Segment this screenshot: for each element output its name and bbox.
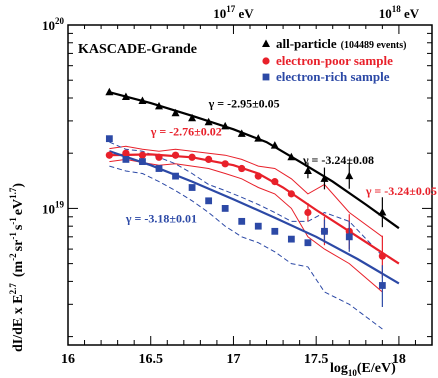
square-point — [304, 239, 312, 247]
x-tick-label: 17 — [226, 352, 240, 367]
x-tick-label: 16.5 — [138, 352, 163, 367]
circle-point — [188, 153, 196, 161]
y-axis-label: dI/dE x E2.7(m-2sr-1s-1eV1.7) — [8, 183, 26, 352]
triangle-point — [320, 174, 329, 182]
square-point — [155, 165, 163, 172]
y-tick-label: 1019 — [42, 199, 65, 216]
circle-point — [221, 160, 229, 168]
triangle-point — [138, 96, 147, 105]
gamma-annotation: γ = -3.24±0.08 — [302, 153, 374, 167]
square-point — [321, 227, 328, 235]
triangle-point — [254, 134, 263, 142]
circle-point — [271, 178, 279, 186]
circle-point — [171, 151, 180, 159]
band-lower-0 — [109, 158, 383, 293]
triangle-point — [303, 166, 312, 174]
square-point — [139, 158, 146, 165]
circle-point — [138, 151, 147, 159]
top-tick-label: 1017 eV — [213, 4, 254, 21]
square-point — [287, 235, 295, 243]
square-point — [254, 222, 262, 230]
gamma-annotation: γ = -3.24±0.05 — [365, 184, 437, 198]
square-point — [238, 217, 246, 225]
triangle-point — [270, 141, 279, 149]
circle-point — [205, 155, 213, 164]
x-axis-ticks: 16 16.5 17 17.5 18 — [61, 336, 433, 367]
gamma-annotation: γ = -3.18±0.01 — [125, 211, 197, 225]
fit-lines — [109, 91, 400, 285]
y-tick-label: 1020 — [42, 16, 65, 33]
gamma-annotation: γ = -2.95±0.05 — [208, 96, 280, 110]
square-point — [172, 172, 179, 180]
triangle-point — [188, 113, 197, 122]
triangle-point — [105, 87, 114, 96]
square-point — [188, 184, 196, 191]
legend-label-all: all-particle (104489 events) — [276, 36, 406, 51]
triangle-point — [204, 117, 213, 126]
y-axis-ticks: 1019 1020 — [42, 16, 432, 338]
circle-point — [105, 151, 113, 159]
circle-point — [122, 149, 130, 157]
experiment-label: KASCADE-Grande — [78, 42, 197, 57]
triangle-point — [237, 129, 246, 137]
triangle-point — [121, 92, 130, 100]
legend-triangle-marker — [262, 39, 270, 47]
square-point — [378, 282, 386, 289]
square-point — [122, 156, 130, 163]
fit-line-0 — [109, 91, 400, 230]
x-tick-label: 16 — [61, 352, 75, 367]
triangle-point — [287, 152, 296, 161]
band-lower-1 — [109, 165, 383, 330]
band-upper-0 — [109, 145, 383, 238]
square-point — [221, 205, 229, 212]
legend-square-marker — [262, 73, 270, 81]
circle-point — [287, 190, 295, 198]
legend-label-poor: electron-poor sample — [276, 53, 393, 68]
legend-markers — [262, 39, 270, 81]
legend-circle-marker — [262, 57, 270, 65]
x-tick-label: 18 — [392, 352, 406, 367]
square-point — [105, 135, 113, 143]
data-points — [105, 87, 387, 308]
circle-point — [254, 172, 262, 180]
top-tick-label: 1018 eV — [379, 4, 420, 21]
circle-point — [378, 252, 386, 260]
legend-label-rich: electron-rich sample — [276, 69, 390, 84]
circle-point — [238, 164, 246, 173]
legend: all-particle (104489 events) electron-poo… — [262, 36, 406, 84]
square-point — [205, 197, 213, 205]
top-axis-ticks: 1017 eV 1018 eV — [84, 4, 420, 34]
triangle-point — [155, 101, 163, 110]
triangle-point — [221, 121, 230, 130]
square-point — [271, 227, 279, 235]
circle-point — [304, 208, 312, 217]
triangle-point — [378, 207, 387, 216]
gamma-annotation: γ = -2.76±0.02 — [150, 124, 222, 138]
fit-annotations: γ = -2.95±0.05 γ = -3.24±0.08 γ = -2.76±0.… — [125, 96, 437, 225]
square-point — [345, 233, 353, 241]
circle-point — [155, 153, 163, 161]
triangle-point — [345, 171, 354, 180]
triangle-point — [171, 108, 180, 117]
x-tick-label: 17.5 — [304, 352, 329, 367]
x-axis-label: log10(E/eV) — [330, 361, 396, 378]
